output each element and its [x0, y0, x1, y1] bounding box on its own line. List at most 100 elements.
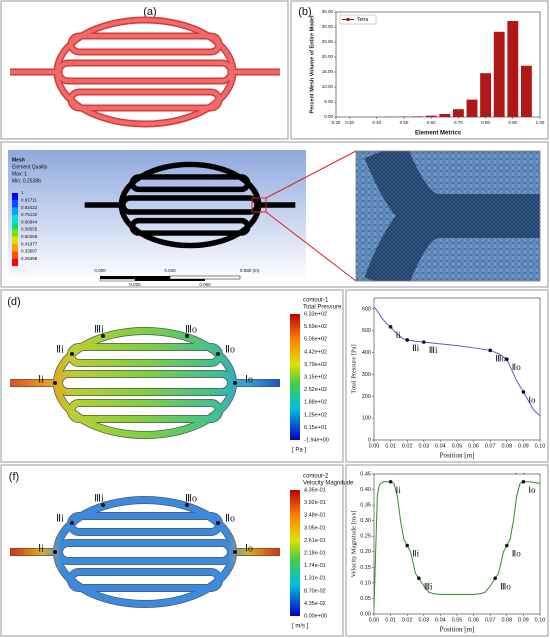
legend-level: 1: [21, 190, 24, 195]
legend-level: 0.58555: [21, 227, 38, 232]
panel-frame: [0, 141, 549, 288]
point: [505, 543, 509, 548]
x-tick-label: 0.08: [501, 617, 512, 623]
network: [10, 496, 280, 608]
y-tick-label: 0.15: [360, 565, 371, 571]
panel-label: (b): [298, 6, 311, 18]
x-tick-label: 0.03: [418, 617, 429, 623]
channel: [55, 370, 235, 396]
point: [388, 325, 393, 329]
y-tick-label: 0.20: [360, 549, 371, 555]
colorbar-label: 4.35e-02: [304, 601, 326, 607]
marker-dot: [233, 550, 237, 554]
network: [10, 327, 280, 439]
channel: [69, 34, 221, 54]
x-tick-label: 0.30: [345, 120, 354, 125]
y-tick-label: 0.40: [360, 487, 371, 493]
colorbar-label: 1.88e+02: [304, 400, 327, 406]
colorbar-label: 4.35e-01: [304, 487, 326, 493]
marker-dot: [53, 550, 57, 554]
channel: [129, 174, 251, 193]
x-tick-label: 0.50: [400, 120, 409, 125]
legend-level: 0.50266: [21, 234, 38, 239]
point-label: Ⅲi: [424, 581, 433, 591]
bar: [425, 115, 437, 117]
colorbar-label: 3.48e-01: [304, 513, 326, 519]
x-tick-label: 0.01: [385, 443, 396, 449]
scale-label: 0.080 (m): [240, 268, 260, 273]
scale-label: 0.060: [199, 282, 211, 287]
colorbar-label: 8.70e-02: [304, 588, 326, 594]
x-tick-label: 0.80: [481, 120, 490, 125]
channel: [67, 343, 223, 367]
point-label: Ⅲo: [495, 353, 506, 363]
x-tick-label: 0.00: [369, 617, 380, 623]
colorbar-title: contour-1: [303, 298, 329, 304]
marker-label: Ⅲo: [185, 493, 197, 504]
channel: [69, 90, 221, 110]
x-tick-label: 0.09: [518, 617, 529, 623]
x-tick-label: 0.07: [485, 617, 496, 623]
x-tick-label: 0.03: [418, 443, 429, 449]
panel-label: (a): [143, 6, 156, 18]
network: [84, 161, 296, 249]
point-label: Ⅰo: [528, 395, 536, 405]
colorbar-label: 1.31e-01: [304, 576, 326, 582]
y-tick-label: 0.45: [360, 471, 371, 477]
y-tick-label: 10.00: [322, 84, 334, 89]
x-tick-label: 0.00: [369, 443, 380, 449]
marker-dot: [101, 334, 105, 338]
legend-level: 0.75132: [21, 212, 38, 217]
colorbar-label: 6.33e+02: [304, 311, 327, 317]
marker-dot: [185, 503, 189, 507]
colorbar-unit: [ Pa ]: [292, 448, 306, 454]
y-tick-label: 500: [362, 328, 371, 334]
point-label: Ⅰi: [396, 330, 402, 340]
x-tick-label: 0.01: [385, 617, 396, 623]
marker-dot: [53, 381, 57, 385]
marker-label: Ⅱi: [56, 344, 64, 355]
x-tick-label: 0.02: [402, 617, 413, 623]
y-tick-label: 0.00: [360, 611, 371, 617]
legend-marker: [346, 18, 350, 21]
colorbar-label: 2.61e-01: [304, 538, 326, 544]
y-tick-label: 200: [362, 394, 371, 400]
marker-label: Ⅱo: [225, 513, 235, 524]
legend-box: [339, 14, 377, 25]
x-axis-label: Position [m]: [440, 626, 475, 634]
x-tick-label: 0.04: [435, 443, 446, 449]
point: [417, 576, 421, 581]
panel-label: (f): [9, 471, 19, 483]
scale-bar: [169, 275, 241, 280]
channel: [67, 568, 223, 592]
y-tick-label: 25.00: [322, 39, 334, 44]
colorbar-label: 4.42e+02: [304, 349, 327, 355]
point: [521, 390, 526, 394]
colorbar-label: 2.18e-01: [304, 550, 326, 556]
point-label: Ⅰo: [528, 485, 536, 495]
legend-text: Max: 1: [12, 171, 27, 177]
panel-frame: [0, 0, 289, 140]
legend-swatch: [12, 207, 18, 215]
colorbar-label: 6.15e+01: [304, 425, 327, 431]
y-tick-label: 0.30: [360, 518, 371, 524]
y-tick-label: 0.10: [360, 580, 371, 586]
point: [505, 357, 509, 361]
marker-dot: [233, 381, 237, 385]
channel: [55, 59, 235, 85]
colorbar: [290, 314, 300, 440]
zoom-image: [356, 151, 540, 281]
marker-label: Ⅲo: [185, 324, 197, 335]
point-label: Ⅱi: [412, 549, 419, 559]
marker-dot: [216, 352, 220, 356]
x-tick-label: 0.05: [452, 443, 463, 449]
x-axis-label: Position [m]: [440, 452, 475, 460]
zoom-line: [265, 211, 357, 282]
bar: [520, 65, 532, 117]
marker-dot: [70, 521, 74, 525]
marker-label: Ⅰo: [245, 543, 253, 554]
zoom-frame: [355, 150, 541, 282]
legend-swatch: [12, 258, 18, 266]
colorbar-quantity: Total Pressure: [303, 305, 342, 311]
